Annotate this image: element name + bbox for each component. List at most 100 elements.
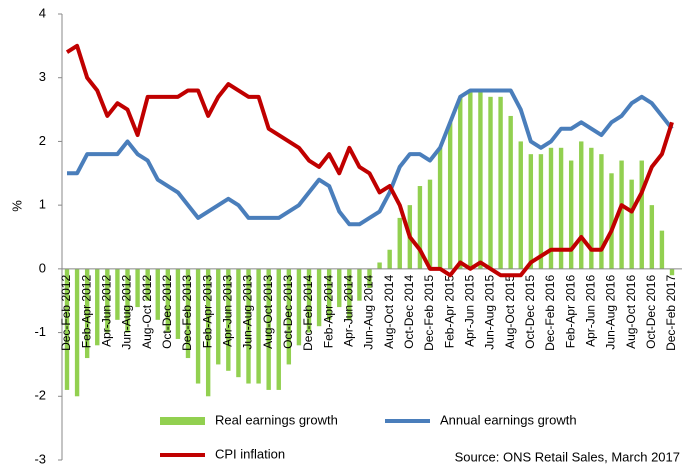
x-tick-label: Oct-Dec 2015	[523, 275, 537, 349]
x-tick-label: Apr-Jun 2012	[100, 275, 114, 347]
x-tick-label: Oct-Dec 2016	[644, 275, 658, 349]
y-tick-label: -3	[34, 451, 46, 466]
y-tick-label: 4	[39, 5, 46, 20]
bar	[437, 147, 443, 269]
bar	[458, 96, 463, 269]
x-tick-label: Jun-Aug 2012	[120, 275, 134, 350]
bar	[568, 160, 574, 269]
bar	[599, 154, 604, 269]
line	[65, 43, 674, 278]
legend-label: Annual earnings growth	[440, 412, 577, 427]
bar	[226, 268, 231, 371]
bar	[286, 268, 292, 365]
bar	[306, 268, 312, 333]
bar	[619, 160, 624, 269]
bar	[488, 96, 493, 269]
bar	[236, 268, 241, 378]
x-tick-label: Jun-Aug 2016	[604, 275, 618, 350]
x-tick-label: Apr-Jun 2015	[463, 275, 477, 347]
bar	[145, 268, 150, 301]
bar	[357, 268, 362, 301]
y-tick-label: -2	[34, 388, 46, 403]
x-tick-label: Aug-Oct 2013	[261, 275, 275, 349]
x-tick-label: Apr-Jun 2014	[342, 275, 356, 347]
x-tick-label: Apr-Jun 2013	[221, 275, 235, 347]
x-tick-label: Feb-Apr 2015	[442, 275, 456, 349]
legend-label: Real earnings growth	[215, 412, 338, 427]
bar	[246, 268, 251, 384]
x-tick-label: Apr-Jun 2016	[584, 275, 598, 347]
bar	[205, 268, 211, 397]
x-tick-label: Dec-Feb 2012	[59, 275, 73, 351]
bar	[629, 179, 634, 269]
bar	[468, 90, 473, 269]
x-tick-label: Aug-Oct 2016	[624, 275, 638, 349]
x-tick-label: Dec-Feb 2017	[664, 275, 678, 351]
bar	[115, 268, 120, 320]
bar	[397, 217, 402, 269]
x-tick-label: Dec-Feb 2014	[301, 275, 315, 351]
bar	[296, 268, 302, 346]
bar	[538, 154, 544, 269]
x-tick-label: Dec-Feb 2013	[180, 275, 194, 351]
x-tick-label: Aug-Oct 2015	[503, 275, 517, 349]
y-tick-label: 2	[39, 133, 46, 148]
x-tick-label: Dec-Feb 2016	[543, 275, 557, 351]
x-tick-label: Feb-Apr 2016	[563, 275, 577, 349]
y-axis-label: %	[9, 200, 24, 212]
bar	[256, 268, 261, 384]
bar	[175, 268, 181, 339]
bar	[528, 154, 534, 269]
bar	[326, 268, 332, 320]
bar	[155, 268, 160, 320]
y-tick-label: 0	[39, 260, 46, 275]
bar	[185, 268, 191, 359]
x-tick-label: Aug-Oct 2014	[382, 275, 396, 349]
legend-label: CPI inflation	[215, 446, 285, 461]
bar	[558, 147, 564, 269]
x-tick-label: Aug-Oct 2012	[140, 275, 154, 349]
y-tick-label: 1	[39, 197, 46, 212]
bar	[276, 268, 281, 390]
x-tick-label: Feb-Apr 2013	[200, 275, 214, 349]
bar	[367, 268, 372, 288]
y-tick-label: 3	[39, 69, 46, 84]
bar	[649, 205, 655, 269]
x-tick-label: Oct-Dec 2014	[402, 275, 416, 349]
x-tick-label: Dec-Feb 2015	[422, 275, 436, 351]
bar	[478, 90, 483, 269]
bar	[337, 268, 342, 308]
bar	[135, 268, 140, 308]
bar	[447, 122, 453, 269]
source: Source: ONS Retail Sales, March 2017	[455, 449, 680, 464]
bar	[74, 268, 80, 397]
x-tick-label: Jun-Aug 2013	[241, 275, 255, 350]
bar	[195, 268, 201, 384]
bar	[417, 186, 423, 269]
x-tick-label: Feb-Apr 2014	[321, 275, 335, 349]
bar	[548, 147, 554, 269]
bar	[377, 262, 382, 269]
bar	[427, 179, 433, 269]
bar	[609, 173, 614, 269]
bar	[216, 268, 221, 365]
bar	[84, 268, 90, 359]
bar	[659, 230, 665, 269]
bar	[95, 268, 100, 346]
bar	[508, 115, 513, 269]
bar	[105, 268, 110, 333]
bar	[347, 268, 352, 320]
bar	[579, 141, 584, 269]
x-tick-label: Oct-Dec 2013	[281, 275, 295, 349]
bar	[639, 160, 644, 269]
x-tick-label: Oct-Dec 2012	[160, 275, 174, 349]
bar	[64, 268, 70, 390]
line	[67, 88, 674, 227]
bar	[498, 96, 503, 269]
bar	[387, 249, 392, 269]
legend-swatch	[160, 417, 205, 425]
bar	[165, 268, 171, 333]
x-tick-label: Feb-Apr 2012	[79, 275, 93, 349]
bar	[125, 268, 130, 333]
